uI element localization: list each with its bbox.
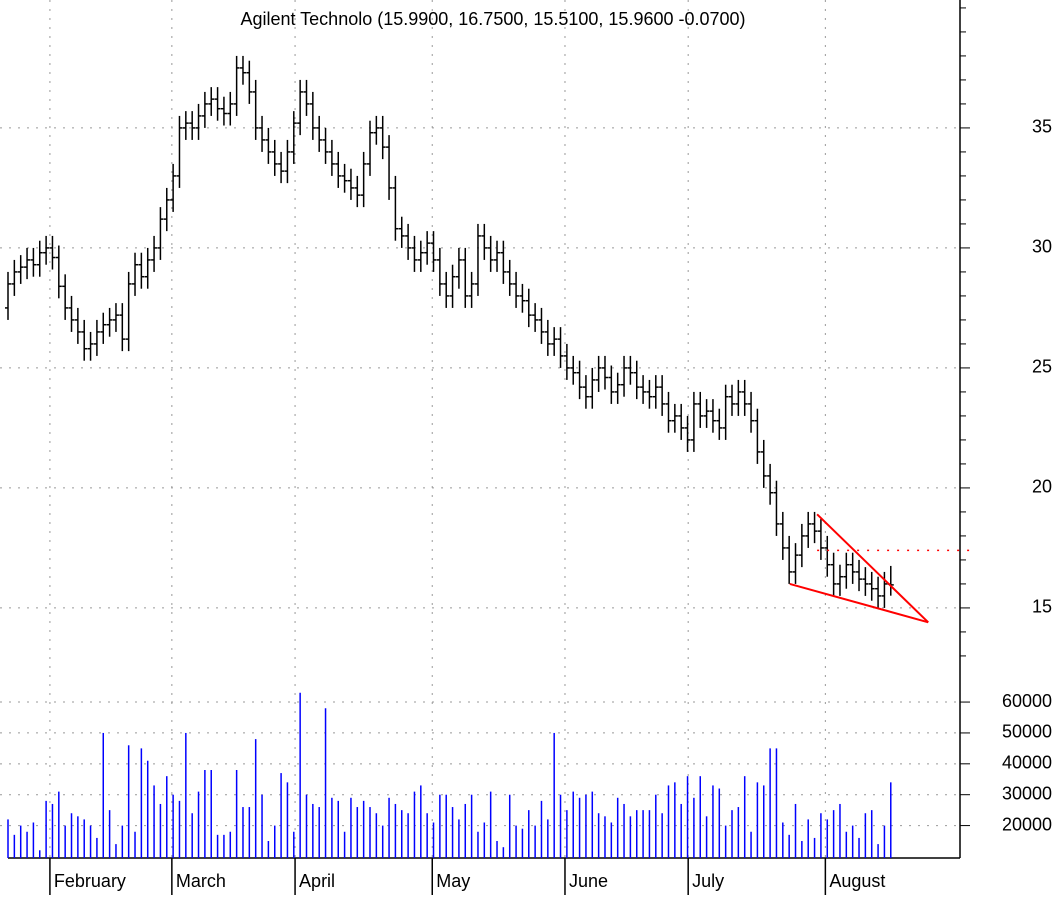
- y-tick-label: 30000: [1002, 783, 1052, 803]
- x-tick-label: August: [829, 871, 885, 891]
- trendline: [789, 582, 929, 624]
- chart-title: Agilent Technolo (15.9900, 16.7500, 15.5…: [240, 9, 745, 29]
- y-tick-label: 30: [1032, 237, 1052, 257]
- y-tick-label: 20: [1032, 477, 1052, 497]
- y-tick-label: 25: [1032, 357, 1052, 377]
- y-tick-label: 15: [1032, 597, 1052, 617]
- x-tick-label: July: [692, 871, 724, 891]
- y-tick-label: 35: [1032, 117, 1052, 137]
- y-tick-label: 40000: [1002, 753, 1052, 773]
- x-tick-label: April: [299, 871, 335, 891]
- x-tick-label: May: [436, 871, 470, 891]
- trendline: [816, 513, 929, 624]
- y-tick-label: 20000: [1002, 814, 1052, 834]
- y-tick-label: 60000: [1002, 691, 1052, 711]
- x-tick-label: June: [569, 871, 608, 891]
- x-tick-label: February: [54, 871, 126, 891]
- y-tick-label: 50000: [1002, 722, 1052, 742]
- x-tick-label: March: [176, 871, 226, 891]
